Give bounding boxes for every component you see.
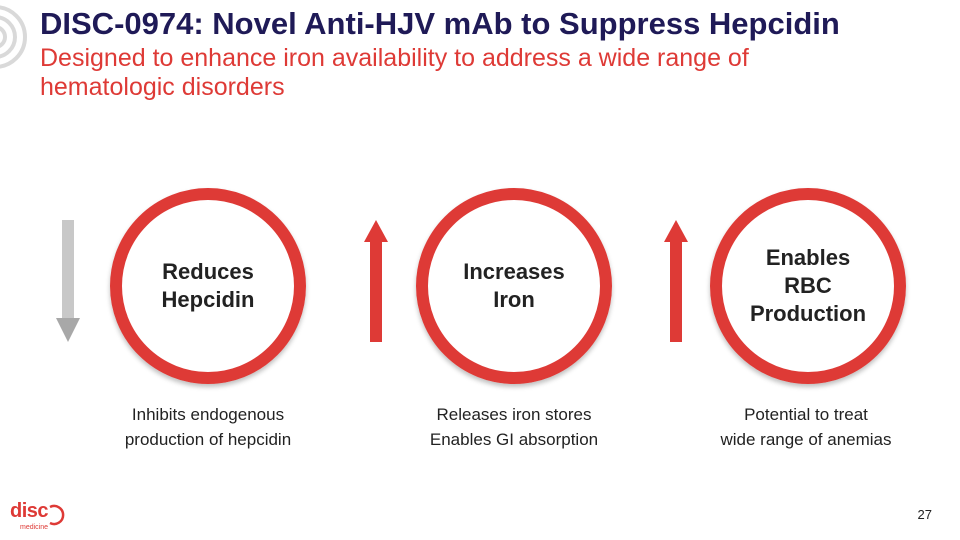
step-ring: Reduces Hepcidin xyxy=(110,188,306,384)
step-ring: Enables RBC Production xyxy=(710,188,906,384)
down-arrow-icon xyxy=(56,220,80,342)
step-caption: Potential to treat wide range of anemias xyxy=(720,405,892,449)
logo-wordmark: disc xyxy=(10,500,49,522)
disc-medicine-logo: disc medicine xyxy=(8,498,68,538)
step-caption: Inhibits endogenous production of hepcid… xyxy=(124,405,292,449)
step-label: Enables RBC Production xyxy=(749,245,867,326)
step-label: Reduces Hepcidin xyxy=(161,259,255,312)
corner-ornament xyxy=(0,5,27,69)
step-label: Increases Iron xyxy=(463,259,565,312)
logo-swoosh-icon xyxy=(49,504,65,526)
step-reduces-hepcidin: Reduces Hepcidin xyxy=(110,188,306,384)
step-increases-iron: Increases Iron xyxy=(416,188,612,384)
up-arrow-icon xyxy=(664,220,688,342)
slide-subtitle: Designed to enhance iron availability to… xyxy=(40,44,749,101)
page-number: 27 xyxy=(917,507,932,522)
step-ring: Increases Iron xyxy=(416,188,612,384)
up-arrow-icon xyxy=(364,220,388,342)
step-caption: Releases iron stores Enables GI absorpti… xyxy=(429,405,599,449)
logo-tagline: medicine xyxy=(20,524,49,531)
slide-title: DISC-0974: Novel Anti-HJV mAb to Suppres… xyxy=(40,6,840,41)
step-enables-rbc-production: Enables RBC Production xyxy=(710,188,906,384)
